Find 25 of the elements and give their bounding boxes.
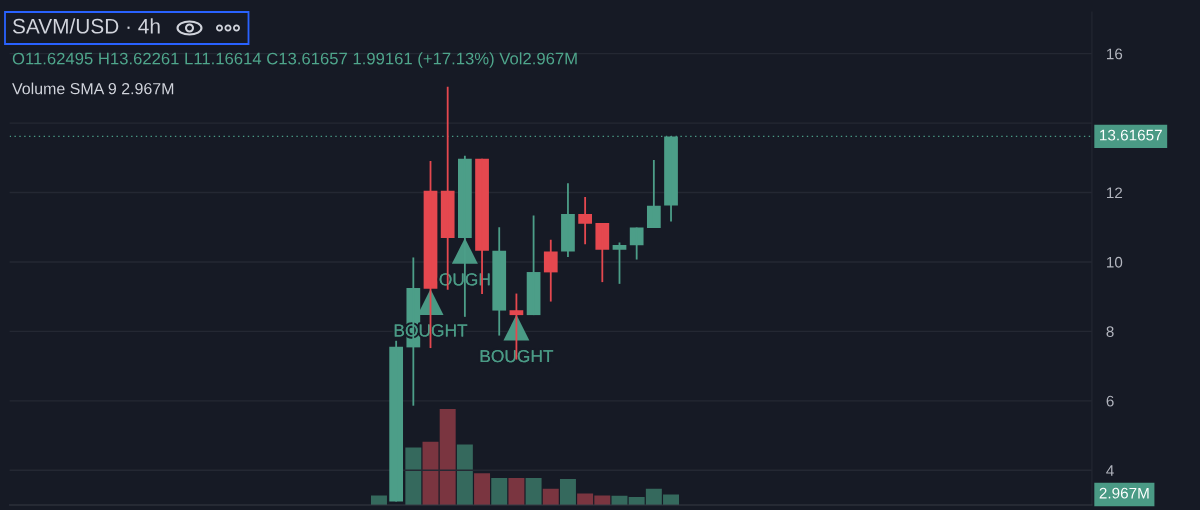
y-tick-label: 10 (1106, 256, 1123, 268)
chart-title: SAVM/USD · 4h (12, 18, 160, 34)
y-tick-label: 16 (1106, 48, 1123, 60)
y-tick-label: 12 (1106, 187, 1123, 199)
bar (439, 409, 456, 505)
point (417, 288, 444, 315)
text: O11.62495 H13.62261 L11.16614 C13.61657 1.99161 (+17.13%) Vol2.967M (12, 52, 577, 68)
candlestick (612, 241, 627, 285)
annotation: Volume SMA 9 2.967M (12, 82, 174, 95)
y-tick-label: 8 (1106, 326, 1114, 338)
bar (370, 495, 387, 505)
bar (559, 479, 576, 505)
bar (491, 478, 508, 505)
text: 2.967M (1099, 487, 1149, 499)
bar (542, 488, 559, 505)
bar (508, 478, 525, 505)
y-tick-label: 4 (1106, 465, 1114, 476)
bar (422, 441, 439, 505)
bar (474, 473, 491, 505)
bar (456, 444, 473, 505)
candlestick (578, 196, 592, 246)
y-tick-label: 6 (1106, 395, 1114, 407)
point (503, 314, 530, 341)
bar (525, 478, 542, 505)
ref-line-label: 13.61657 (1100, 129, 1162, 141)
